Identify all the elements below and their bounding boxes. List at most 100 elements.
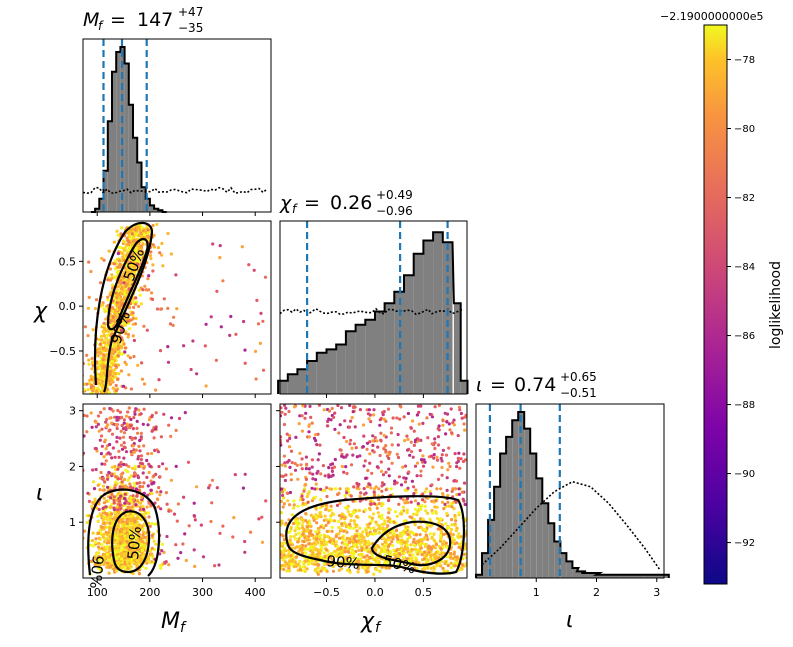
scatter-mf-iota-point — [120, 444, 123, 447]
scatter-mf-iota-point — [113, 508, 116, 511]
scatter-chif-iota-point — [393, 480, 396, 483]
scatter-chif-iota-point — [298, 527, 301, 530]
scatter-chif-iota-point — [436, 506, 439, 509]
scatter-mf-iota-point — [264, 499, 267, 502]
scatter-mf-iota-point — [165, 535, 168, 538]
scatter-mf-chif-point — [99, 343, 102, 346]
scatter-mf-chif-point — [102, 358, 105, 361]
scatter-mf-iota-point — [165, 560, 168, 563]
scatter-mf-iota-point — [144, 567, 147, 570]
scatter-chif-iota-point — [424, 505, 427, 508]
scatter-chif-iota-point — [314, 530, 317, 533]
histogram-bar-chif — [346, 331, 356, 394]
scatter-chif-iota-point — [320, 541, 323, 544]
scatter-chif-iota-point — [451, 557, 454, 560]
scatter-mf-iota-point — [217, 563, 220, 566]
scatter-chif-iota-point — [314, 569, 317, 572]
scatter-chif-iota-point — [384, 444, 387, 447]
scatter-mf-iota-point — [115, 436, 118, 439]
scatter-chif-iota-point — [421, 454, 424, 457]
scatter-mf-iota-point — [170, 416, 173, 419]
scatter-chif-iota-point — [289, 491, 292, 494]
scatter-chif-iota-point — [442, 533, 445, 536]
scatter-chif-iota-point — [350, 463, 353, 466]
scatter-mf-chif-point — [102, 331, 105, 334]
scatter-mf-iota-point — [95, 425, 98, 428]
scatter-mf-iota-point — [94, 537, 97, 540]
scatter-mf-iota-point — [102, 507, 105, 510]
scatter-mf-chif-point — [95, 298, 98, 301]
scatter-chif-iota-point — [413, 544, 416, 547]
scatter-mf-iota-point — [126, 410, 129, 413]
scatter-mf-iota-point — [104, 505, 107, 508]
scatter-chif-iota-point — [309, 532, 312, 535]
scatter-chif-iota-point — [312, 546, 315, 549]
scatter-chif-iota-point — [350, 447, 353, 450]
scatter-chif-iota-point — [433, 453, 436, 456]
scatter-chif-iota-point — [436, 459, 439, 462]
scatter-mf-chif-point — [117, 354, 120, 357]
scatter-chif-iota-point — [341, 512, 344, 515]
scatter-chif-iota-point — [304, 547, 307, 550]
scatter-mf-iota-point — [138, 572, 141, 575]
scatter-chif-iota-point — [337, 532, 340, 535]
scatter-mf-iota-point — [147, 511, 150, 514]
histogram-bar-chif — [461, 381, 468, 394]
scatter-chif-iota-point — [421, 498, 424, 501]
scatter-mf-chif-point — [81, 374, 84, 377]
scatter-chif-iota-point — [358, 536, 361, 539]
scatter-chif-iota-point — [377, 511, 380, 514]
scatter-mf-iota-point — [141, 485, 144, 488]
scatter-mf-iota-point — [260, 516, 263, 519]
scatter-chif-iota-point — [387, 545, 390, 548]
scatter-mf-iota-point — [123, 422, 126, 425]
scatter-chif-iota-point — [439, 538, 442, 541]
scatter-chif-iota-point — [462, 452, 465, 455]
scatter-chif-iota-point — [340, 455, 343, 458]
scatter-mf-iota-point — [120, 565, 123, 568]
scatter-mf-chif-point — [121, 292, 124, 295]
scatter-mf-iota-point — [157, 486, 160, 489]
scatter-chif-iota-point — [379, 418, 382, 421]
scatter-chif-iota-point — [380, 439, 383, 442]
scatter-mf-iota-point — [243, 551, 246, 554]
scatter-chif-iota-point — [374, 436, 377, 439]
scatter-chif-iota-point — [311, 422, 314, 425]
scatter-chif-iota-point — [396, 515, 399, 518]
scatter-mf-chif-point — [102, 307, 105, 310]
scatter-chif-iota-point — [442, 507, 445, 510]
scatter-mf-iota-point — [123, 431, 126, 434]
scatter-chif-iota-point — [395, 416, 398, 419]
scatter-mf-iota-point — [134, 437, 137, 440]
scatter-mf-chif-point — [75, 387, 78, 390]
scatter-mf-chif-point — [108, 377, 111, 380]
scatter-chif-iota-point — [391, 443, 394, 446]
scatter-chif-iota-point — [377, 527, 380, 530]
scatter-chif-iota-point — [462, 460, 465, 463]
scatter-mf-iota-point — [234, 473, 237, 476]
scatter-mf-iota-point — [105, 513, 108, 516]
scatter-chif-iota-point — [460, 457, 463, 460]
scatter-chif-iota-point — [460, 567, 463, 570]
scatter-chif-iota-point — [360, 547, 363, 550]
scatter-chif-iota-point — [375, 485, 378, 488]
scatter-mf-chif-point — [124, 346, 127, 349]
scatter-mf-iota-point — [193, 548, 196, 551]
scatter-chif-iota-point — [300, 495, 303, 498]
scatter-chif-iota-point — [426, 436, 429, 439]
scatter-mf-iota-point — [86, 492, 89, 495]
scatter-chif-iota-point — [288, 503, 291, 506]
scatter-chif-iota-point — [315, 521, 318, 524]
scatter-mf-chif-point — [73, 339, 76, 342]
scatter-mf-iota-point — [56, 455, 59, 458]
scatter-chif-iota-point — [453, 423, 456, 426]
scatter-chif-iota-point — [406, 449, 409, 452]
scatter-chif-iota-point — [306, 501, 309, 504]
scatter-chif-iota-point — [408, 454, 411, 457]
scatter-mf-iota-point — [110, 456, 113, 459]
scatter-chif-iota-point — [404, 480, 407, 483]
scatter-chif-iota-point — [373, 490, 376, 493]
histogram-bar-chif — [327, 349, 337, 394]
scatter-mf-chif-point — [122, 281, 125, 284]
scatter-chif-iota-point — [380, 514, 383, 517]
